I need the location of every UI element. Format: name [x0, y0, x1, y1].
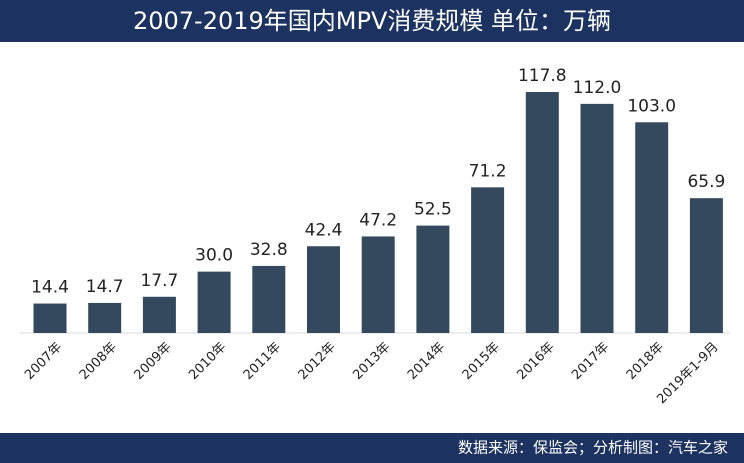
x-tick-label: 2009年	[132, 340, 175, 383]
data-label: 71.2	[469, 161, 507, 181]
x-tick-label: 2007年	[22, 340, 65, 383]
data-label: 47.2	[359, 210, 397, 230]
bar	[689, 198, 723, 333]
source-note: 数据来源：保监会；分析制图：汽车之家	[458, 439, 728, 457]
bar	[33, 303, 67, 333]
bar	[580, 103, 614, 333]
chart-title: 2007-2019年国内MPV消费规模 单位：万辆	[133, 7, 611, 35]
data-label: 103.0	[627, 96, 676, 116]
bar	[142, 296, 176, 333]
bar	[197, 271, 231, 333]
data-label: 32.8	[250, 240, 288, 260]
data-label: 30.0	[195, 246, 233, 266]
x-tick-label: 2013年	[350, 340, 393, 383]
data-label: 42.4	[305, 220, 343, 240]
bar	[252, 265, 286, 333]
bar	[361, 236, 395, 333]
data-label: 14.4	[31, 278, 69, 298]
x-tick-label: 2010年	[186, 340, 229, 383]
bar	[416, 225, 450, 333]
x-tick-label: 2012年	[296, 340, 339, 383]
data-label: 52.5	[414, 200, 452, 220]
data-label: 117.8	[518, 66, 567, 86]
x-tick-label: 2016年	[514, 340, 557, 383]
data-label: 65.9	[687, 172, 725, 192]
x-tick-label: 2014年	[405, 340, 448, 383]
x-tick-label: 2017年	[569, 340, 612, 383]
x-tick-label: 2018年	[624, 340, 667, 383]
title-bar	[0, 0, 744, 42]
data-label: 17.7	[140, 271, 178, 291]
bar	[88, 302, 122, 333]
x-tick-label: 2008年	[77, 340, 120, 383]
bar	[635, 122, 669, 333]
bar	[307, 246, 340, 333]
data-label: 112.0	[573, 78, 622, 98]
x-tick-label: 2015年	[460, 340, 503, 383]
data-label: 14.7	[86, 277, 124, 297]
footer-bar	[0, 433, 744, 463]
x-tick-label: 2011年	[241, 340, 284, 383]
bar	[471, 187, 505, 333]
bar	[525, 92, 559, 333]
